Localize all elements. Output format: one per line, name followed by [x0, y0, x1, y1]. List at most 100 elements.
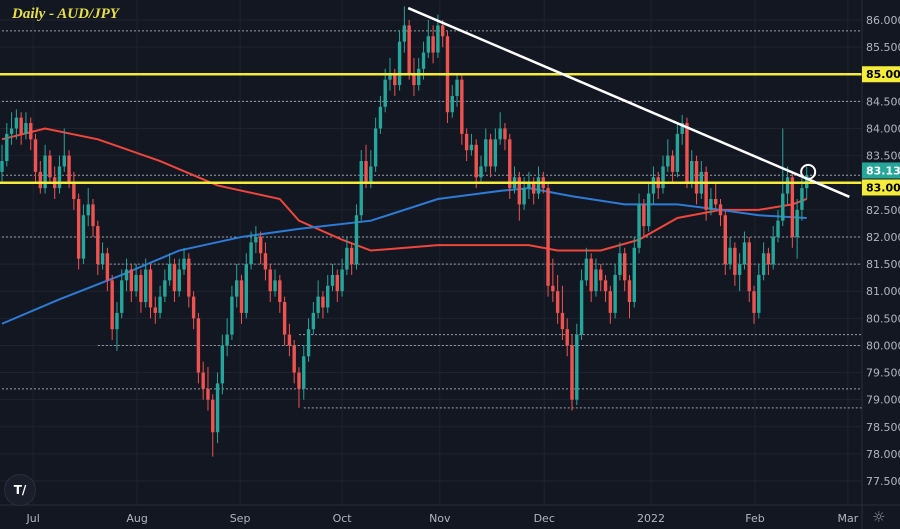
- candle-body: [608, 291, 613, 313]
- candle-body: [43, 155, 47, 189]
- candle-body: [776, 220, 780, 237]
- candle-body: [479, 166, 483, 178]
- price-badge-label: 83.000: [866, 181, 900, 194]
- moving-average-blue: [1, 187, 807, 325]
- price-tick-label: 84.000: [866, 122, 900, 135]
- candle-body: [96, 226, 100, 265]
- candle-body: [163, 280, 167, 297]
- candle-body: [613, 274, 617, 313]
- candle-body: [187, 258, 191, 297]
- candle-body: [273, 280, 277, 292]
- candle-body: [244, 264, 248, 313]
- candle-body: [421, 52, 426, 69]
- candle-body: [211, 399, 215, 433]
- price-tick-label: 78.500: [866, 421, 900, 434]
- candle-body: [239, 280, 244, 313]
- price-tick-label: 81.000: [866, 285, 900, 298]
- candle-body: [737, 264, 742, 275]
- candle-body: [546, 188, 550, 286]
- candle-body: [230, 296, 234, 335]
- candle-body: [488, 139, 493, 167]
- candle-body: [579, 280, 584, 335]
- candle-body: [263, 253, 268, 270]
- logo-text: T/: [13, 483, 27, 497]
- candle-body: [407, 25, 411, 75]
- candle-body: [292, 345, 296, 373]
- candle-body: [225, 334, 229, 346]
- candle-body: [67, 155, 71, 183]
- candle-body: [646, 193, 651, 227]
- touch-marker-circle: [800, 163, 817, 180]
- candle-body: [349, 247, 354, 265]
- candle-body: [29, 123, 33, 140]
- candle-body: [311, 312, 316, 330]
- price-badge: [862, 66, 900, 83]
- settings-gear-icon[interactable]: ☼: [872, 508, 886, 526]
- candle-body: [584, 258, 589, 281]
- candle-body: [287, 334, 292, 346]
- candle-body: [115, 312, 119, 330]
- price-tick-label: 79.000: [866, 394, 900, 407]
- candle-body: [345, 247, 349, 270]
- price-tick-label: 78.000: [866, 448, 900, 461]
- candle-body: [172, 264, 177, 292]
- candle-body: [517, 177, 522, 205]
- candle-body: [642, 204, 646, 227]
- time-tick-label: Jul: [25, 512, 39, 525]
- candle-body: [757, 274, 761, 313]
- candle-body: [9, 128, 14, 134]
- candle-body: [134, 274, 138, 292]
- candle-body: [704, 171, 708, 210]
- trendline: [407, 6, 850, 198]
- time-tick-label: Nov: [429, 512, 451, 525]
- candle-body: [48, 155, 52, 178]
- candle-body: [728, 247, 732, 265]
- price-tick-label: 86.000: [866, 14, 900, 27]
- candle-body: [575, 334, 579, 400]
- time-tick-label: Aug: [126, 512, 147, 525]
- candle-body: [33, 139, 38, 172]
- candle-body: [469, 144, 474, 151]
- candle-body: [771, 236, 775, 265]
- candle-body: [383, 79, 387, 107]
- tradingview-logo[interactable]: T/: [4, 474, 36, 506]
- candle-body: [718, 204, 723, 216]
- price-tick-label: 85.500: [866, 41, 900, 54]
- candle-body: [675, 133, 680, 172]
- candle-body: [627, 280, 632, 303]
- candle-body: [531, 182, 536, 194]
- candle-body: [316, 296, 320, 313]
- candle-body: [603, 280, 608, 292]
- candle-body: [618, 253, 622, 275]
- candle-body: [417, 68, 421, 86]
- candle-body: [182, 258, 186, 270]
- candle-body: [402, 25, 407, 42]
- price-tick-label: 82.000: [866, 231, 900, 244]
- candle-body: [651, 177, 656, 194]
- candle-body: [766, 253, 771, 265]
- candle-body: [254, 236, 258, 243]
- candle-body: [565, 329, 569, 346]
- candle-body: [57, 166, 62, 189]
- candle-body: [503, 128, 507, 140]
- candle-body: [110, 280, 114, 330]
- candle-body: [790, 177, 795, 237]
- candle-body: [397, 41, 402, 86]
- candle-body: [326, 285, 330, 308]
- price-tick-label: 81.500: [866, 258, 900, 271]
- price-tick-label: 77.500: [866, 475, 900, 488]
- candle-body: [498, 128, 502, 140]
- candle-body: [800, 188, 804, 210]
- candle-body: [752, 291, 756, 313]
- price-tick-label: 83.500: [866, 150, 900, 163]
- candle-body: [278, 280, 282, 303]
- candle-body: [431, 36, 435, 53]
- candle-body: [474, 144, 478, 178]
- candle-body: [388, 74, 392, 80]
- candle-body: [19, 117, 23, 134]
- candle-body: [306, 329, 311, 357]
- candle-body: [196, 318, 201, 373]
- candle-body: [426, 36, 431, 53]
- price-tick-label: 80.000: [866, 339, 900, 352]
